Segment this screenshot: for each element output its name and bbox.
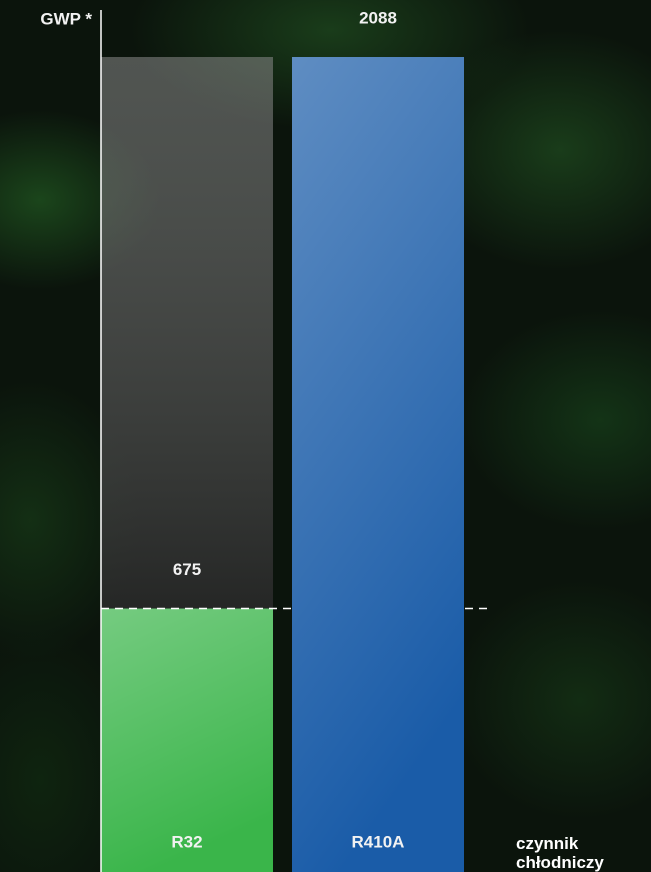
bar-shine <box>292 57 464 872</box>
category-label: R32 <box>171 832 202 851</box>
comparison-shadow <box>101 57 273 609</box>
value-label: 2088 <box>359 8 397 27</box>
x-axis-label: czynnik chłodniczy <box>516 834 604 872</box>
y-axis-label: GWP * <box>40 9 92 28</box>
bar-shine <box>101 608 273 872</box>
value-label: 675 <box>173 560 201 579</box>
plot: 675 R32 2088 R410A <box>101 8 492 872</box>
category-label: R410A <box>352 832 405 851</box>
